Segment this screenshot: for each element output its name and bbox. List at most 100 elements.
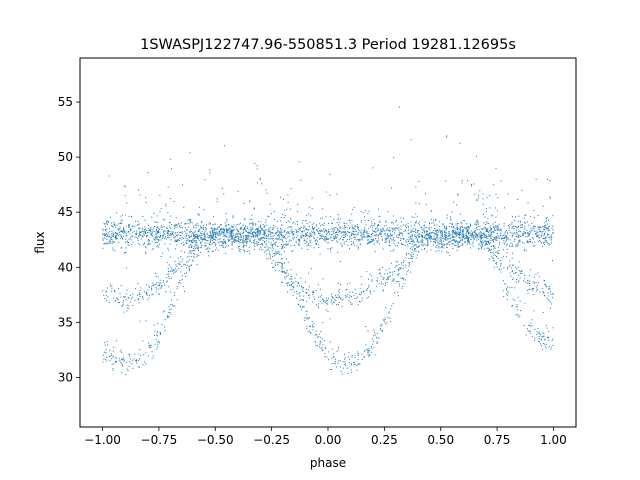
data-point — [272, 237, 274, 239]
data-point — [314, 233, 316, 235]
data-point — [349, 222, 351, 224]
data-point — [151, 287, 153, 289]
data-point — [222, 244, 224, 246]
data-point — [286, 258, 288, 260]
data-point — [410, 236, 412, 238]
data-point — [234, 238, 236, 240]
data-point — [416, 231, 418, 233]
data-point — [275, 241, 277, 243]
data-point — [330, 251, 332, 253]
data-point — [412, 243, 414, 245]
data-point — [299, 227, 301, 229]
data-point — [266, 229, 268, 231]
data-point — [346, 223, 348, 225]
data-point — [466, 223, 468, 225]
data-point — [243, 240, 245, 242]
data-point — [511, 235, 513, 237]
data-point — [252, 222, 254, 224]
data-point — [412, 241, 414, 243]
data-point — [277, 246, 279, 247]
data-point — [282, 262, 284, 264]
data-point — [204, 239, 206, 241]
data-point — [535, 273, 537, 275]
data-point — [338, 290, 340, 292]
data-point — [122, 238, 124, 240]
data-point — [386, 229, 388, 231]
data-point — [376, 332, 378, 334]
data-point — [366, 230, 368, 232]
data-point — [337, 282, 339, 284]
data-point — [256, 235, 258, 237]
data-point — [458, 231, 460, 233]
data-point — [451, 223, 453, 225]
data-point — [479, 239, 481, 241]
data-point — [283, 236, 285, 238]
data-point — [350, 296, 352, 298]
data-point — [340, 243, 342, 245]
data-point — [209, 230, 211, 232]
data-point — [119, 293, 121, 295]
data-point — [278, 270, 280, 272]
data-point — [485, 235, 487, 237]
data-point — [240, 236, 242, 238]
data-point — [326, 231, 328, 233]
data-point — [261, 183, 263, 185]
data-point — [202, 227, 204, 229]
data-point — [160, 256, 162, 258]
data-point — [250, 233, 252, 235]
data-point — [473, 239, 475, 241]
data-point — [369, 273, 371, 275]
data-point — [471, 185, 473, 187]
data-point — [548, 244, 550, 246]
data-point — [449, 235, 451, 237]
data-point — [119, 228, 121, 229]
data-point — [506, 268, 508, 270]
data-point — [291, 278, 293, 280]
data-point — [232, 234, 234, 236]
data-point — [292, 250, 294, 252]
data-point — [354, 356, 356, 358]
data-point — [175, 217, 177, 219]
data-point — [317, 345, 318, 347]
data-point — [175, 239, 177, 241]
data-point — [257, 220, 259, 222]
data-point — [172, 269, 174, 271]
data-point — [167, 314, 169, 316]
data-point — [286, 222, 288, 224]
data-point — [456, 227, 458, 229]
data-point — [401, 232, 403, 234]
data-point — [328, 238, 330, 240]
data-point — [542, 238, 544, 240]
data-point — [343, 236, 345, 238]
data-point — [433, 241, 435, 243]
data-point — [213, 229, 215, 231]
data-point — [249, 232, 251, 234]
data-point — [253, 248, 255, 250]
data-point — [478, 236, 480, 238]
data-point — [200, 241, 202, 243]
data-point — [266, 224, 268, 226]
data-point — [386, 227, 388, 229]
data-point — [239, 239, 241, 241]
data-point — [428, 228, 430, 230]
data-point — [430, 231, 432, 233]
data-point — [188, 236, 190, 238]
data-point — [525, 281, 527, 283]
data-point — [485, 234, 487, 236]
data-point — [313, 231, 315, 233]
data-point — [373, 225, 375, 227]
data-point — [511, 227, 513, 229]
data-point — [511, 216, 513, 218]
data-point — [251, 219, 253, 221]
data-point — [488, 235, 490, 237]
data-point — [177, 263, 179, 265]
data-point — [193, 238, 195, 240]
data-point — [231, 243, 233, 245]
data-point — [243, 237, 245, 239]
data-point — [345, 296, 347, 298]
data-point — [380, 324, 382, 326]
data-point — [277, 252, 279, 254]
data-point — [360, 235, 362, 237]
data-point — [529, 325, 531, 327]
data-point — [307, 294, 309, 296]
